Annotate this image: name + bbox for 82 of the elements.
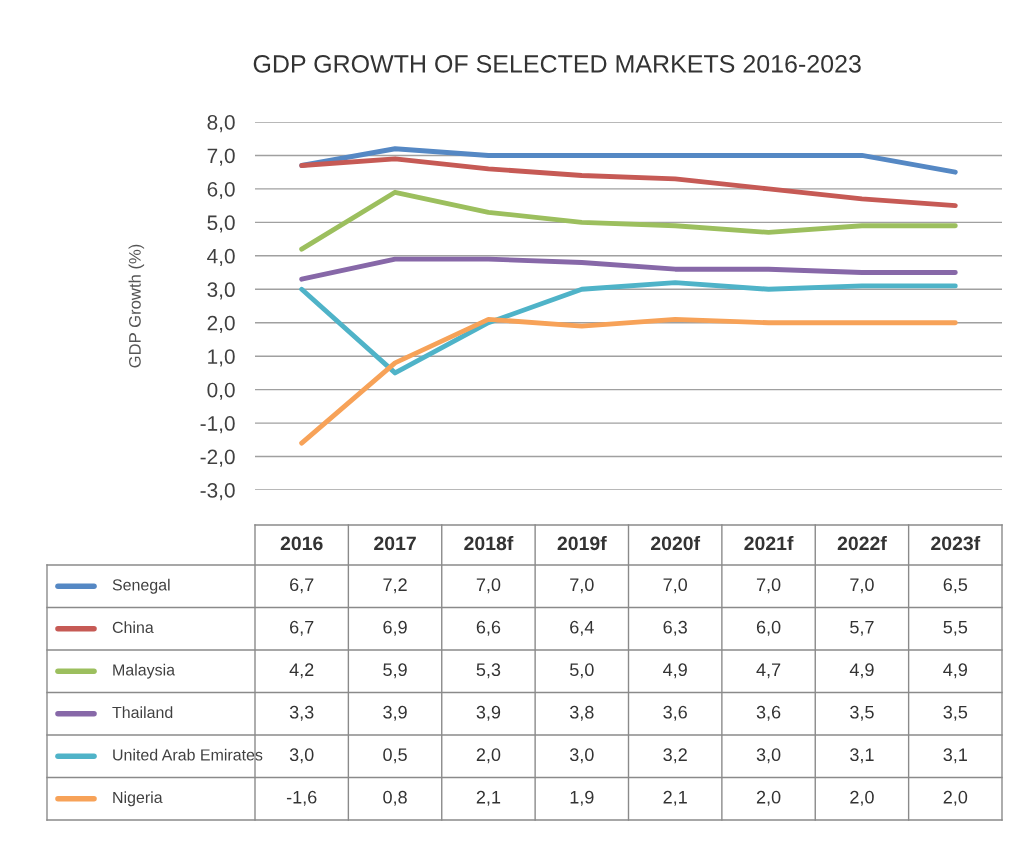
y-tick-label: 5,0: [207, 215, 235, 233]
data-label: 7,0: [570, 578, 594, 594]
data-label: 3,6: [663, 705, 687, 721]
y-tick-label: 1,0: [208, 349, 235, 367]
line-series: [299, 280, 958, 376]
legend-label: United Arab Emirates: [113, 748, 263, 761]
data-label: 6,4: [570, 620, 594, 636]
x-tick-label: 2018f: [464, 535, 514, 551]
data-label: 3,1: [943, 748, 967, 764]
legend-label: Malaysia: [113, 663, 176, 679]
chart-title: GDP GROWTH OF SELECTED MARKETS 2016-2023: [253, 55, 861, 73]
y-tick-label: 4,0: [207, 248, 235, 267]
data-label: 6,7: [290, 620, 314, 636]
x-tick-label: 2019f: [557, 535, 607, 551]
y-tick-label: 0,0: [207, 382, 235, 400]
data-label: 3,2: [663, 748, 687, 764]
data-label: 0,8: [383, 790, 407, 806]
legend-label: Nigeria: [113, 791, 163, 807]
data-label: 3,3: [289, 705, 314, 721]
x-tick-label: 2016: [280, 536, 323, 551]
y-tick-label: -2,0: [200, 449, 235, 467]
data-label: 1,9: [570, 790, 594, 806]
y-tick-label: -1,0: [200, 416, 235, 434]
data-label: 7,0: [756, 578, 781, 594]
line-series: [299, 256, 958, 282]
line-series: [299, 146, 958, 175]
x-tick-label: 2020f: [651, 535, 701, 551]
data-label: 2,1: [476, 790, 501, 806]
data-label: 6,0: [756, 620, 781, 636]
data-label: 2,0: [943, 790, 968, 806]
data-label: 6,3: [663, 620, 687, 636]
x-tick-label: 2021f: [744, 535, 794, 551]
data-label: 7,0: [850, 578, 874, 594]
x-tick-label: 2023f: [931, 535, 981, 551]
data-label: 6,6: [476, 620, 501, 636]
legend-label: China: [112, 621, 154, 634]
line-series: [299, 156, 958, 209]
data-label: 3,1: [850, 748, 874, 764]
legend-label: Thailand: [112, 706, 173, 719]
y-tick-label: 2,0: [207, 315, 235, 333]
data-label: 3,5: [850, 705, 874, 721]
data-label: 5,9: [383, 663, 407, 679]
data-label: 0,5: [383, 748, 407, 764]
data-label: 3,9: [383, 705, 407, 721]
y-tick-label: 3,0: [207, 282, 235, 300]
line-series: [299, 189, 958, 252]
data-label: 4,9: [663, 663, 687, 679]
data-label: 2,0: [756, 790, 781, 806]
data-label: 2,0: [476, 748, 501, 764]
line-series: [299, 316, 958, 446]
y-tick-label: 8,0: [207, 115, 235, 133]
data-label: 5,0: [569, 663, 594, 679]
y-tick-label: -3,0: [200, 483, 235, 501]
data-label: 4,9: [849, 663, 874, 679]
y-axis-title: GDP Growth (%): [128, 244, 145, 368]
data-label: 4,7: [756, 663, 781, 679]
data-label: 7,0: [663, 578, 688, 594]
data-label: 3,9: [476, 705, 501, 721]
data-label: 4,2: [289, 663, 314, 679]
data-label: 7,0: [476, 578, 501, 594]
data-label: 6,9: [383, 620, 407, 636]
data-label: 5,3: [476, 663, 501, 679]
data-label: 3,8: [569, 705, 594, 721]
x-tick-label: 2017: [374, 536, 416, 551]
x-tick-label: 2022f: [837, 535, 887, 551]
data-label: 3,0: [289, 748, 314, 764]
legend-label: Senegal: [112, 578, 170, 594]
data-label: 6,7: [290, 578, 314, 594]
y-tick-label: 7,0: [207, 148, 235, 166]
data-label: 3,5: [943, 705, 968, 721]
y-tick-label: 6,0: [207, 181, 235, 200]
data-label: 3,0: [569, 748, 594, 764]
data-label: 3,0: [756, 748, 781, 764]
data-label: -1,6: [286, 790, 317, 806]
data-label: 4,9: [943, 663, 968, 679]
data-label: 6,5: [943, 578, 968, 594]
data-label: 2,1: [663, 790, 687, 806]
data-label: 7,2: [383, 578, 407, 594]
data-label: 5,7: [850, 621, 874, 636]
data-label: 2,0: [850, 790, 874, 806]
data-label: 5,5: [943, 621, 968, 636]
data-label: 3,6: [756, 705, 781, 721]
